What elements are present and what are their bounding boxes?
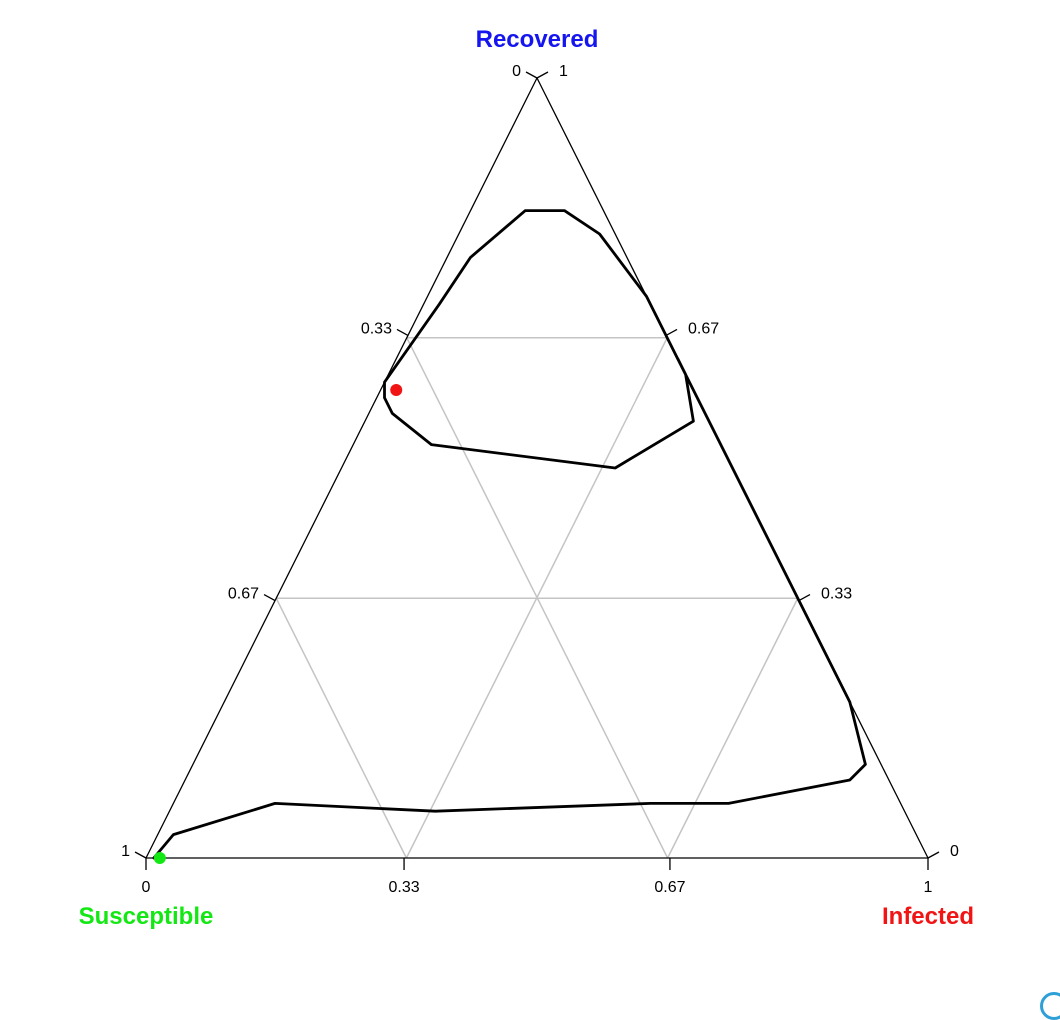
- left-tick: [134, 851, 147, 859]
- labels: 1 0.67 0.33 0 0 0.33 0.67 1 0 0.33 0.67 1 Recovered S…: [79, 26, 974, 930]
- left-tick-label: 0.33: [361, 320, 392, 337]
- grid-line-infected: [666, 597, 799, 859]
- grid-lines: [275, 336, 799, 859]
- left-tick: [263, 594, 276, 602]
- trajectory-line: [152, 209, 867, 860]
- right-tick: [927, 851, 940, 859]
- corner-help-icon[interactable]: [1040, 992, 1060, 1020]
- trajectory: [152, 209, 867, 860]
- vertex-label-infected: Infected: [882, 903, 974, 930]
- bottom-tick-label: 1: [924, 879, 933, 896]
- right-tick: [665, 328, 678, 336]
- bottom-tick-label: 0.33: [388, 879, 419, 896]
- right-tick-label: 0: [950, 843, 959, 860]
- left-tick: [525, 71, 538, 79]
- left-tick-label: 0: [512, 63, 521, 80]
- left-tick-label: 0.67: [228, 586, 259, 603]
- vertex-label-recovered: Recovered: [476, 26, 599, 53]
- vertex-label-susceptible: Susceptible: [79, 903, 214, 930]
- right-tick-label: 0.67: [688, 320, 719, 337]
- triangle-axes: [145, 77, 929, 859]
- grid-line-susceptible: [275, 597, 408, 859]
- right-tick: [798, 594, 811, 602]
- left-edge: [145, 77, 538, 859]
- right-tick: [536, 71, 549, 79]
- right-tick-label: 1: [559, 63, 568, 80]
- left-tick: [396, 328, 409, 336]
- bottom-tick-label: 0: [142, 879, 151, 896]
- trajectory-points: [153, 384, 403, 864]
- tick-marks: [134, 71, 940, 870]
- right-tick-label: 0.33: [821, 586, 852, 603]
- bottom-tick-label: 0.67: [654, 879, 685, 896]
- start-point: [153, 852, 166, 864]
- grid-line-infected: [405, 337, 668, 859]
- end-point: [390, 384, 403, 396]
- left-tick-label: 1: [121, 843, 130, 860]
